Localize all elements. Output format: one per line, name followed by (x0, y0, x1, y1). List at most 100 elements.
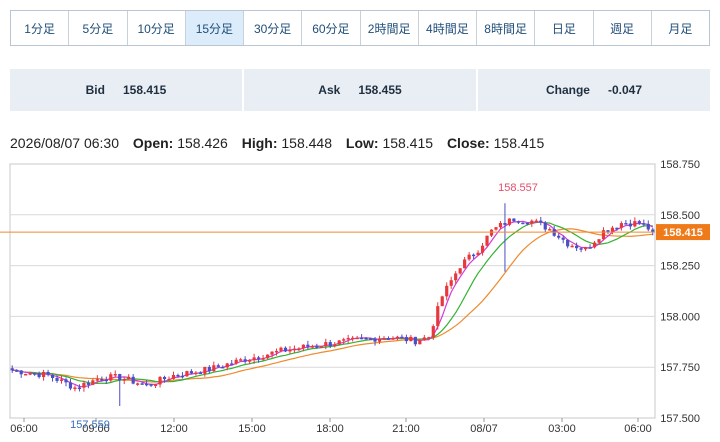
candle-body (149, 384, 153, 386)
candle-body (176, 374, 180, 377)
candle-body (198, 372, 202, 375)
candle-body (41, 371, 46, 378)
x-tick-label: 15:00 (238, 423, 266, 435)
candle-body (445, 285, 449, 297)
x-tick-label: 08/07 (470, 423, 498, 435)
candle-body (575, 245, 579, 249)
candle-body (480, 245, 485, 253)
candle-body (543, 222, 547, 230)
candle-body (436, 306, 440, 327)
tab-monthly[interactable]: 月足 (668, 21, 693, 36)
candle-body (136, 383, 140, 385)
candle-body (24, 373, 28, 376)
candle-body (55, 377, 59, 381)
candle-body (100, 379, 104, 381)
candle-body (15, 370, 19, 372)
tab-5min[interactable]: 5分足 (69, 11, 128, 45)
candle-body (615, 227, 619, 230)
candle-body (386, 338, 391, 340)
candle-body (364, 338, 368, 340)
tab-30min[interactable]: 30分足 (244, 11, 303, 45)
current-price-tag (656, 224, 710, 241)
tab-4hour[interactable]: 4時間足 (419, 11, 477, 45)
candle-body (270, 351, 274, 355)
candle-body (561, 237, 565, 240)
candle-body (127, 376, 131, 380)
candle-body (28, 373, 32, 375)
candle-body (422, 337, 426, 341)
candle-body (131, 376, 135, 384)
timeframe-tabs: 1分足 5分足 10分足 15分足 30分足 60分足 2時間足 4時間足 8時… (10, 10, 710, 46)
candle-body (86, 382, 90, 385)
candle-body (230, 363, 234, 365)
high-value: 158.448 (281, 135, 332, 151)
tab-2hour[interactable]: 2時間足 (361, 11, 419, 45)
candle-body (463, 259, 467, 269)
x-tick-label: 06:00 (10, 423, 38, 435)
candle-body (109, 374, 113, 381)
y-tick-label: 158.000 (660, 311, 700, 323)
ask-box: Ask 158.455 (244, 69, 476, 111)
candle-body (306, 344, 310, 347)
y-tick-label: 158.500 (660, 210, 700, 222)
candle-body (333, 344, 337, 346)
candle-body (368, 338, 373, 340)
candle-body (171, 374, 176, 379)
candle-body (619, 223, 624, 228)
candle-body (162, 376, 167, 380)
candle-body (122, 379, 126, 381)
low-value: 158.415 (382, 135, 434, 151)
candle-body (521, 222, 525, 225)
candle-body (427, 337, 431, 339)
candle-body (82, 382, 86, 388)
candle-body (507, 218, 512, 225)
candle-body (140, 383, 144, 385)
candle-body (476, 252, 480, 256)
candle-body (360, 337, 364, 340)
candle-body (498, 223, 503, 228)
ask-value: 158.455 (358, 83, 402, 97)
tab-weekly[interactable]: 週足 (594, 11, 652, 45)
candle-body (355, 337, 359, 340)
open-value: 158.426 (177, 135, 228, 151)
tab-daily[interactable]: 日足 (535, 11, 594, 45)
change-value: -0.047 (607, 83, 643, 97)
candle-body (113, 374, 117, 376)
candle-body (404, 337, 409, 342)
candle-body (315, 346, 319, 348)
candle-body (225, 363, 229, 368)
candle-body (252, 357, 256, 361)
tab-10min[interactable]: 10分足 (128, 11, 186, 45)
candle-body (601, 230, 606, 240)
tab-60min[interactable]: 60分足 (302, 11, 361, 45)
candle-body (216, 365, 220, 367)
candle-body (301, 344, 305, 349)
candle-body (194, 372, 198, 375)
candle-body (534, 220, 538, 223)
candle-body (610, 227, 615, 232)
candle-body (33, 373, 37, 375)
x-tick-label: 06:00 (624, 423, 652, 435)
tab-8hour[interactable]: 8時間足 (477, 11, 536, 45)
candle-body (413, 336, 417, 345)
candle-body (512, 218, 516, 222)
candle-body (485, 235, 489, 246)
candle-body (449, 280, 453, 286)
candle-body (248, 360, 252, 362)
tab-15min[interactable]: 15分足 (185, 11, 244, 45)
ohlc-info: 2026/08/07 06:30 Open: 158.426 High: 158… (10, 135, 544, 151)
low-annotation: 157.559 (70, 419, 110, 431)
candle-body (283, 347, 288, 352)
candle-body (418, 340, 422, 345)
bid-label: Bid (85, 83, 105, 97)
tab-1min[interactable]: 1分足 (11, 11, 70, 45)
candle-body (203, 366, 207, 374)
candle-body (310, 346, 314, 348)
candle-body (207, 366, 211, 372)
low-label: Low: (345, 135, 379, 151)
candle-body (351, 337, 355, 340)
candle-body (454, 273, 458, 281)
candle-body (37, 373, 41, 378)
candle-body (382, 338, 386, 340)
